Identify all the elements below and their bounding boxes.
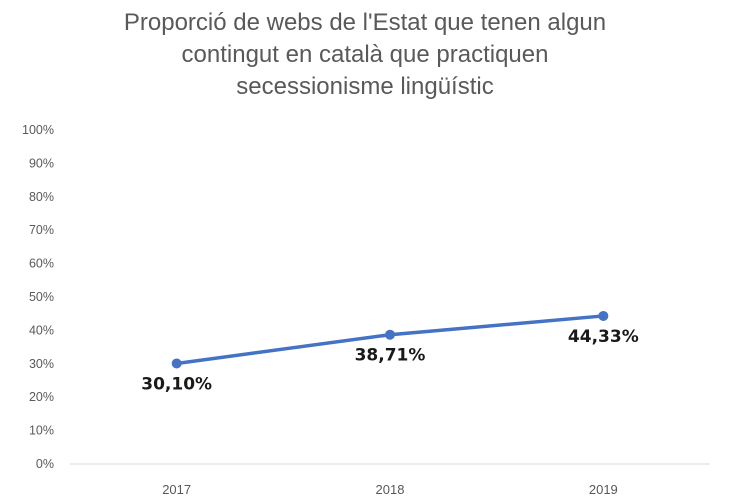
y-tick-label: 0%: [36, 457, 54, 471]
data-point-marker: [598, 310, 609, 321]
y-tick-label: 60%: [29, 257, 54, 271]
y-tick-label: 50%: [29, 290, 54, 304]
data-label: 44,33%: [568, 327, 639, 347]
chart-title-line-1: Proporció de webs de l'Estat que tenen a…: [124, 9, 606, 36]
y-tick-label: 100%: [22, 123, 54, 137]
x-tick-label: 2018: [376, 482, 405, 497]
data-labels: 30,10% 38,71% 44,33%: [141, 327, 638, 395]
data-label: 30,10%: [141, 374, 212, 394]
y-axis-tick-labels: 0% 10% 20% 30% 40% 50% 60% 70% 80% 90% 100%: [22, 123, 54, 471]
data-point-marker: [385, 329, 395, 340]
chart-title-line-2: contingut en català que practiquen: [182, 41, 549, 68]
y-tick-label: 90%: [29, 156, 54, 170]
data-label: 38,71%: [355, 346, 426, 366]
series-line-group: [171, 310, 609, 369]
y-tick-label: 10%: [29, 424, 54, 438]
x-tick-label: 2019: [589, 482, 618, 497]
data-point-marker: [171, 358, 182, 369]
y-tick-label: 40%: [29, 323, 54, 337]
x-axis-tick-labels: 2017 2018 2019: [162, 482, 618, 497]
y-tick-label: 80%: [29, 190, 54, 204]
y-tick-label: 70%: [29, 223, 54, 237]
chart-title-line-3: secessionisme lingüístic: [236, 73, 493, 100]
x-tick-label: 2017: [162, 482, 191, 497]
y-tick-label: 20%: [29, 390, 54, 404]
chart-title: Proporció de webs de l'Estat que tenen a…: [124, 9, 606, 100]
y-tick-label: 30%: [29, 357, 54, 371]
